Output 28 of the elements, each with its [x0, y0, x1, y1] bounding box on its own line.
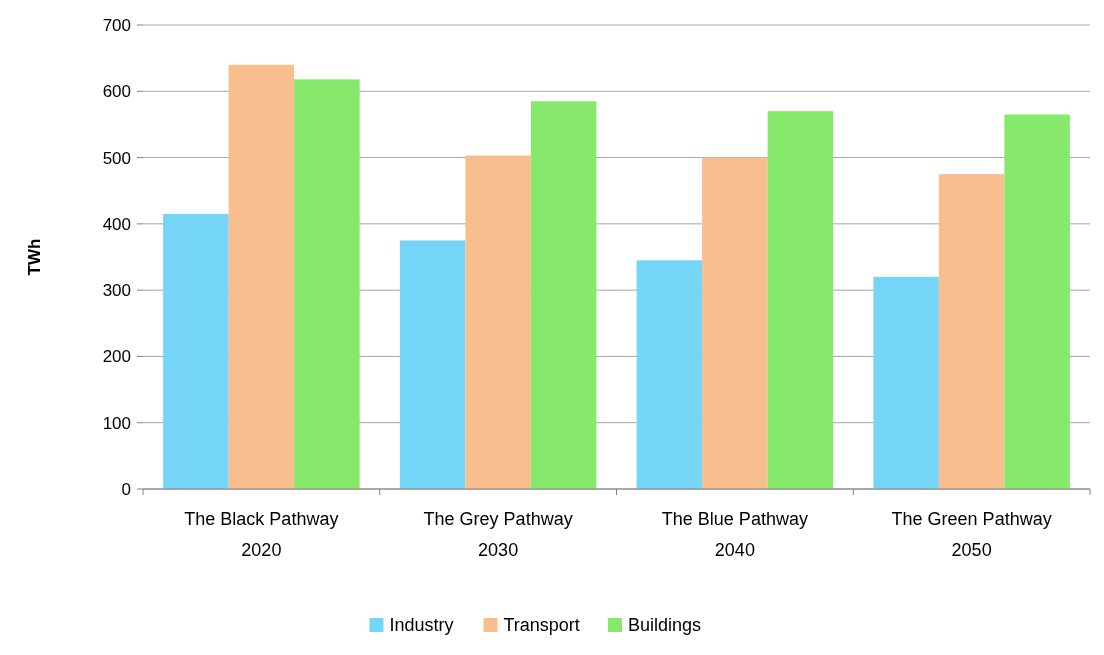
x-tick-label: The Grey Pathway 2030: [423, 509, 573, 560]
bar: [767, 111, 834, 489]
x-tick-label: The Blue Pathway 2040: [661, 509, 808, 560]
bar: [873, 276, 939, 489]
bar: [294, 79, 360, 489]
bar: [530, 101, 597, 489]
y-tick-label: 100: [102, 413, 131, 433]
y-tick-label: 0: [121, 479, 131, 499]
bar: [465, 155, 531, 489]
bar: [163, 213, 229, 489]
y-tick-label: 200: [102, 347, 131, 367]
legend-label: Buildings: [628, 615, 702, 635]
y-tick-label: 600: [102, 82, 131, 102]
x-tick-label: The Black Pathway 2020: [184, 509, 339, 560]
bar: [399, 240, 466, 489]
bar: [636, 260, 703, 489]
y-tick-label: 300: [102, 281, 131, 301]
bar: [228, 64, 295, 489]
bar: [702, 157, 768, 489]
y-axis-title: TWh: [25, 238, 44, 276]
legend-label: Transport: [503, 615, 580, 635]
y-tick-label: 400: [102, 214, 131, 234]
legend-label: Industry: [389, 615, 454, 635]
y-tick-label: 700: [102, 15, 131, 35]
bar: [1004, 114, 1070, 489]
x-tick-label: The Green Pathway 2050: [891, 509, 1052, 560]
y-tick-label: 500: [102, 148, 131, 168]
bar: [938, 174, 1005, 489]
